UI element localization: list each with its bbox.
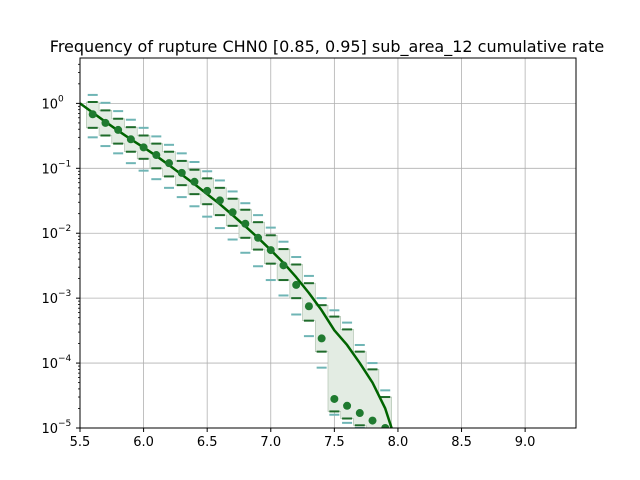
y-tick-label-base: 10 [41,227,58,242]
x-tick-label: 6.5 [197,435,218,450]
y-tick-label-base: 10 [41,292,58,307]
y-tick-label-exponent: −5 [58,419,71,429]
data-point [190,177,199,186]
data-point [279,261,288,270]
y-tick-label-exponent: 0 [58,94,64,104]
data-point [355,409,364,418]
data-point [101,118,110,127]
data-point [304,302,313,311]
x-tick-label: 8.5 [451,435,472,450]
data-point [368,416,377,425]
data-point [114,125,123,134]
data-point [254,233,263,242]
x-tick-label: 5.5 [70,435,91,450]
data-point [292,280,301,289]
data-point [203,186,212,195]
y-tick-label-exponent: −4 [58,354,72,364]
data-point [241,219,250,228]
data-point [317,334,326,343]
inner-interval-markers [87,101,391,427]
y-tick-label-base: 10 [41,162,58,177]
data-points [88,110,390,428]
data-point [228,208,237,217]
data-point [126,135,135,144]
data-point [215,196,224,205]
data-point [152,151,161,160]
y-tick-label-base: 10 [41,422,58,437]
x-tick-label: 7.0 [260,435,281,450]
x-tick-label: 9.0 [515,435,536,450]
data-point [165,159,174,168]
chart-title: Frequency of rupture CHN0 [0.85, 0.95] s… [50,37,604,57]
y-tick-label-base: 10 [41,357,58,372]
y-tick-label-base: 10 [41,97,58,112]
data-point [266,246,275,255]
data-point [177,168,186,177]
x-tick-label: 8.0 [388,435,409,450]
confidence-band [86,101,392,428]
y-tick-label-exponent: −3 [58,289,71,299]
data-point [139,143,148,152]
x-tick-label: 7.5 [324,435,345,450]
x-tick-label: 6.0 [133,435,154,450]
y-tick-label-exponent: −1 [58,159,71,169]
data-point [381,424,390,428]
data-point [343,401,352,410]
data-point [330,394,339,403]
x-axis-ticks: 5.5 6.0 6.5 7.0 7.5 8.0 8.5 9.0 [70,428,536,450]
y-tick-label-exponent: −2 [58,224,71,234]
band-area [86,101,392,428]
data-point [88,110,97,119]
outer-interval-markers [87,93,391,428]
